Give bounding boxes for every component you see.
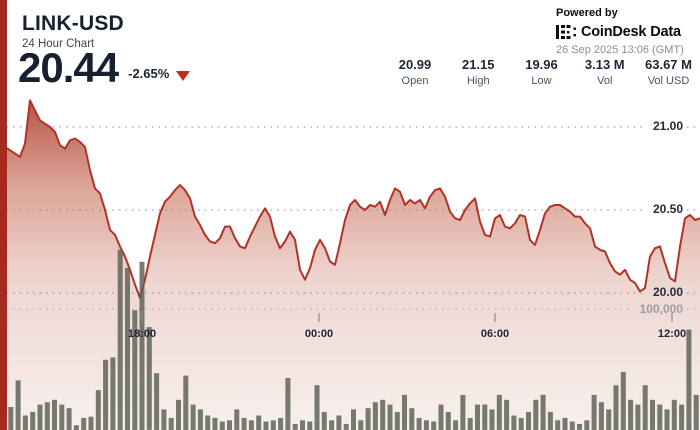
price-down-arrow-icon (176, 71, 191, 81)
stat-low-value: 19.96 (525, 57, 558, 72)
stat-volume-usd-value: 63.67 M (645, 57, 692, 72)
coindesk-logo-text: CoinDesk (581, 24, 647, 40)
stat-volume: 3.13 M Vol (582, 57, 628, 87)
stat-high-label: High (466, 75, 490, 87)
attribution-block: Powered by CoinDesk Data 26 Sep 2025 13:… (556, 7, 696, 56)
stat-volume-label: Vol (597, 75, 613, 87)
ohlc-stats-row: 20.99 Open 21.15 High 19.96 Low 3.13 M V… (392, 57, 692, 87)
stat-volume-value: 3.13 M (584, 57, 625, 72)
volume-axis-label-100k: 100,000 (639, 302, 683, 316)
coindesk-logo-icon (556, 25, 576, 39)
x-axis-ticks (141, 313, 673, 322)
x-axis-label-1800: 18:00 (127, 328, 157, 340)
volume-bars (1, 249, 699, 430)
stat-open-value: 20.99 (398, 57, 432, 72)
stat-open-label: Open (401, 75, 429, 87)
stat-high: 21.15 High (455, 57, 501, 87)
stat-open: 20.99 Open (392, 57, 438, 87)
quote-timestamp: 26 Sep 2025 13:06 (GMT) (556, 44, 684, 56)
price-change-percent: -2.65% (128, 66, 170, 81)
price-area-fill (0, 100, 700, 430)
brand-accent-bar (0, 0, 7, 430)
stat-high-value: 21.15 (461, 57, 495, 72)
current-price: 20.44 (18, 44, 119, 91)
chart-period-subtitle: 24 Hour Chart (22, 38, 95, 50)
instrument-header: LINK-USD 24 Hour Chart (22, 12, 124, 50)
y-axis-label-2050: 20.50 (652, 202, 683, 216)
stat-volume-usd-label: Vol USD (647, 75, 690, 87)
instrument-symbol: LINK-USD (22, 12, 124, 35)
y-axis-label-21: 21.00 (652, 119, 683, 133)
x-axis-label-0000: 00:00 (304, 328, 334, 340)
coindesk-logo-text-data: Data (650, 24, 681, 40)
price-line-series (0, 99, 700, 299)
stat-volume-usd: 63.67 M Vol USD (645, 57, 692, 87)
y-axis-label-20: 20.00 (652, 285, 683, 299)
coindesk-logo: CoinDesk Data (556, 24, 696, 40)
powered-by-label: Powered by (556, 7, 618, 19)
stat-low-label: Low (531, 75, 552, 87)
x-axis-label-0600: 06:00 (480, 328, 510, 340)
x-axis-label-1200: 12:00 (657, 328, 687, 340)
price-block: 20.44 -2.65% (18, 44, 191, 91)
stat-low: 19.96 Low (519, 57, 565, 87)
